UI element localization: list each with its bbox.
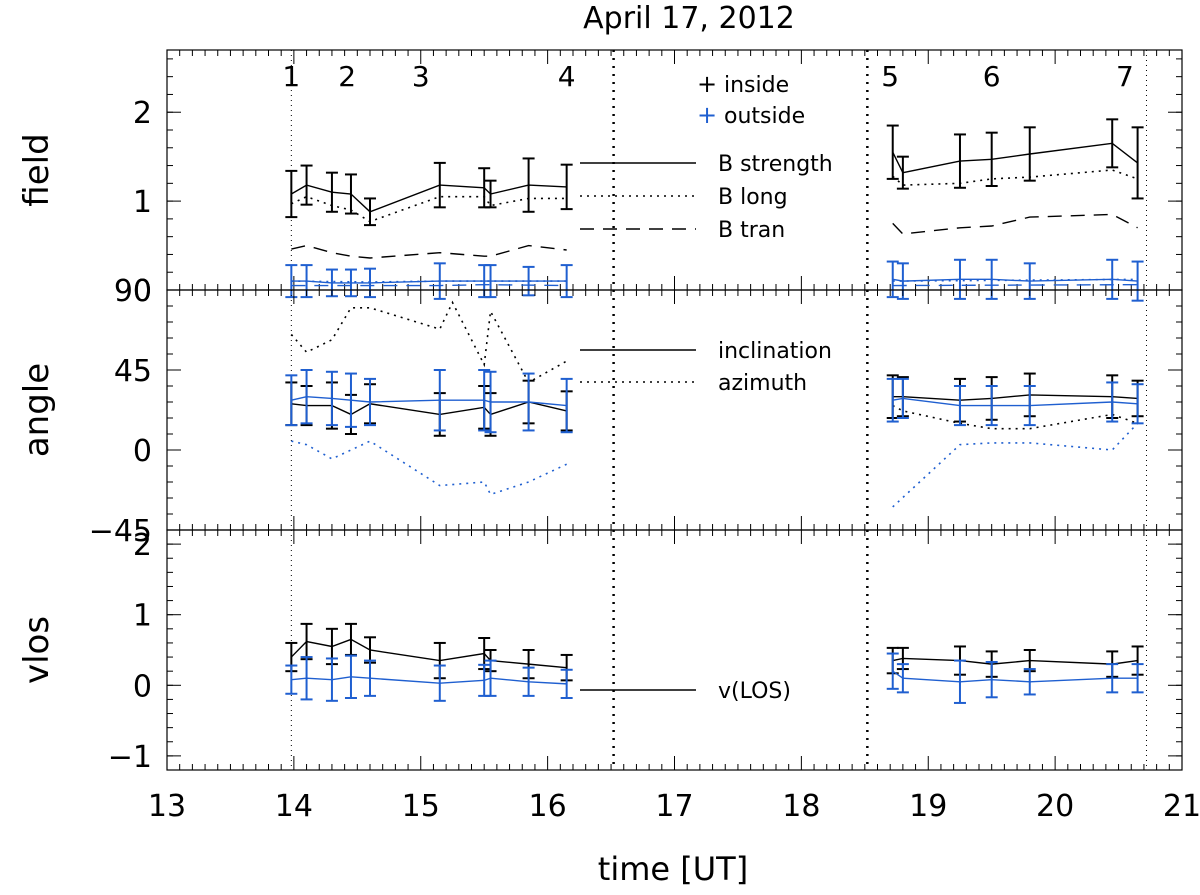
y-tick-label: −45: [89, 514, 152, 549]
series-line-inside-inclination: [291, 401, 567, 416]
series-line-outside-b-tran: [291, 283, 567, 287]
legend-label: B long: [718, 185, 788, 210]
x-axis-label: time [UT]: [598, 850, 748, 888]
y-tick-label: 0: [133, 274, 152, 309]
y-tick-label: 45: [114, 354, 152, 389]
x-tick-label: 15: [402, 789, 440, 824]
x-tick-label: 14: [275, 789, 313, 824]
event-marker-label: 2: [338, 60, 356, 93]
y-axis-label: angle: [17, 363, 57, 457]
series-line-outside-b-long: [892, 278, 1138, 282]
y-tick-label: −1: [108, 740, 152, 775]
series-line-outside-v-los-: [892, 670, 1138, 683]
y-axis-label: vlos: [17, 616, 57, 684]
x-tick-label: 18: [782, 789, 820, 824]
chart-title: April 17, 2012: [583, 1, 795, 36]
series-line-inside-b-tran: [291, 244, 567, 259]
y-tick-label: 0: [133, 669, 152, 704]
series-line-inside-inclination: [892, 394, 1138, 401]
y-tick-label: 1: [133, 185, 152, 220]
panel-field: 0 1 2 field B strength B long B tran: [17, 49, 1183, 309]
series-line-outside-b-long: [291, 280, 567, 283]
series-line-inside-b-long: [892, 169, 1138, 186]
legend-label: B strength: [718, 152, 833, 177]
series-line-inside-azimuth: [892, 404, 1138, 430]
legend-symbol-inside: +: [697, 70, 717, 98]
legend-label: B tran: [718, 218, 785, 243]
x-tick-label: 17: [655, 789, 693, 824]
legend-label: inclination: [718, 339, 832, 364]
y-tick-label: 1: [133, 599, 152, 634]
legend-label: v(LOS): [718, 679, 791, 704]
series-line-outside-azimuth: [892, 422, 1139, 508]
series-line-outside-azimuth: [291, 440, 567, 496]
series-line-inside-b-strength: [892, 142, 1139, 174]
series-line-outside-b-tran: [892, 283, 1138, 287]
series-line-inside-azimuth: [290, 300, 568, 384]
legend-symbol-label: inside: [724, 73, 789, 98]
event-marker-label: 5: [881, 60, 899, 93]
event-marker-label: 6: [983, 60, 1001, 93]
y-axis-label: field: [17, 133, 57, 206]
panel-angle: −45 0 45 90 angle inclination azimuth: [17, 274, 1183, 549]
event-marker-label: 3: [412, 60, 430, 93]
y-tick-label: 2: [133, 528, 152, 563]
series-line-outside-inclination: [892, 397, 1138, 407]
series-line-inside-b-tran: [892, 213, 1138, 235]
series-line-inside-b-strength: [290, 184, 567, 213]
legend-label: azimuth: [718, 371, 807, 396]
event-marker-label: 1: [282, 60, 300, 93]
x-tick-label: 16: [529, 789, 567, 824]
panel-vlos: −1 0 1 2 vlos v(LOS): [17, 528, 1183, 775]
y-tick-label: 2: [133, 96, 152, 131]
x-tick-label: 20: [1036, 789, 1074, 824]
series-line-outside-v-los-: [291, 676, 567, 685]
event-marker-label: 7: [1116, 60, 1134, 93]
x-tick-label: 13: [148, 789, 186, 824]
series-line-inside-v-los-: [290, 638, 567, 669]
series-line-inside-v-los-: [892, 657, 1138, 665]
y-tick-label: 0: [133, 434, 152, 469]
legend-symbol-label: outside: [724, 104, 805, 129]
series-line-outside-inclination: [291, 395, 567, 407]
legend-symbol-outside: +: [697, 101, 717, 129]
y-tick-label: 90: [114, 274, 152, 309]
x-tick-label: 21: [1163, 789, 1200, 824]
x-tick-label: 19: [909, 789, 947, 824]
event-marker-label: 4: [558, 60, 576, 93]
